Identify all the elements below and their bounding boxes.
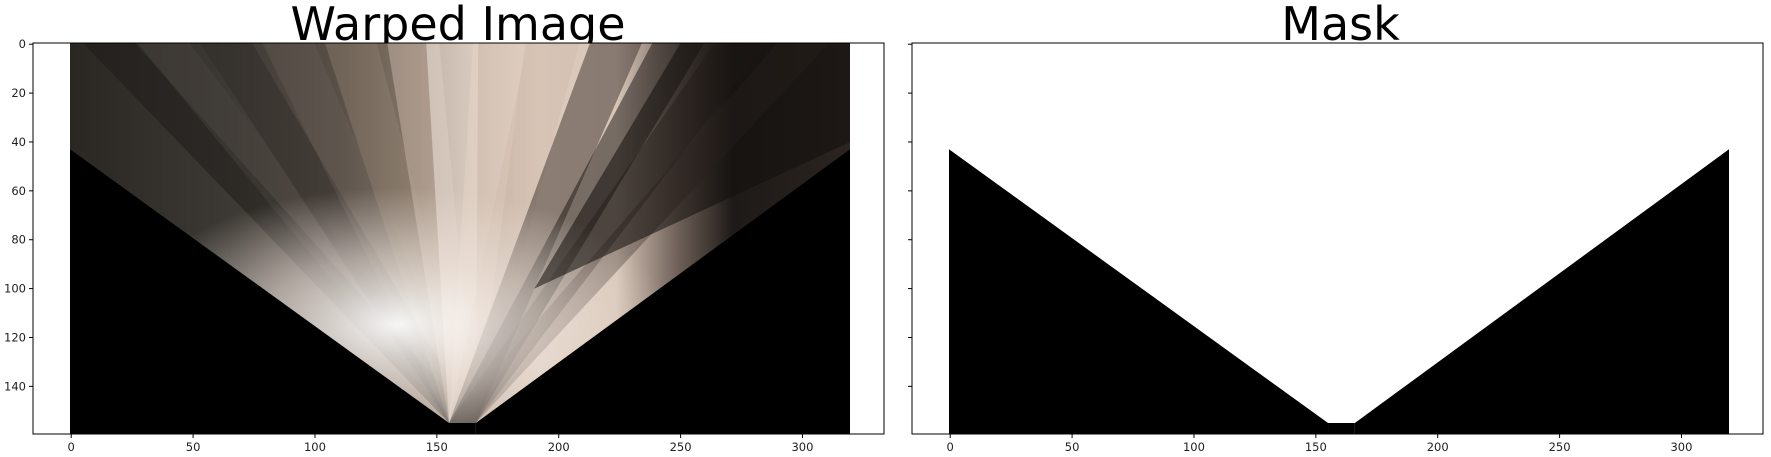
y-tick-label: 40 <box>11 135 26 149</box>
warped-image-x-ticks: 0 50 100 150 200 250 300 <box>68 434 813 454</box>
warped-image-black-right <box>475 149 850 434</box>
x-tick-label: 200 <box>1427 440 1449 454</box>
warped-image-frame <box>32 42 885 435</box>
x-tick-label: 0 <box>947 440 954 454</box>
y-tick-label: 140 <box>4 379 26 393</box>
mask-black-bottom <box>1328 423 1355 434</box>
mask-black-left <box>949 149 1329 434</box>
y-tick-label: 120 <box>4 330 26 344</box>
mask-title: Mask <box>1281 0 1400 51</box>
x-tick-label: 150 <box>1305 440 1327 454</box>
x-tick-label: 100 <box>1183 440 1205 454</box>
warped-image-dark-wedge <box>534 43 850 289</box>
x-tick-label: 250 <box>1549 440 1571 454</box>
mask-black-right <box>1354 149 1729 434</box>
y-tick-label: 80 <box>11 233 26 247</box>
x-tick-label: 150 <box>426 440 448 454</box>
mask-frame <box>911 42 1764 435</box>
x-tick-label: 50 <box>186 440 201 454</box>
warped-image-black-bottom <box>449 423 476 434</box>
y-tick-label: 0 <box>19 37 26 51</box>
mask-y-ticks <box>908 43 912 387</box>
x-tick-label: 250 <box>670 440 692 454</box>
x-tick-label: 0 <box>68 440 75 454</box>
x-tick-label: 200 <box>548 440 570 454</box>
mask-x-ticks: 0 50 100 150 200 250 300 <box>947 434 1692 454</box>
x-tick-label: 100 <box>304 440 326 454</box>
warped-image-axes: 0 50 100 150 200 250 300 0 20 40 60 80 100 120 140 <box>4 37 885 454</box>
x-tick-label: 50 <box>1065 440 1080 454</box>
y-tick-label: 20 <box>11 86 26 100</box>
x-tick-label: 300 <box>791 440 813 454</box>
y-tick-label: 60 <box>11 184 26 198</box>
warped-image-black-left <box>70 149 450 434</box>
warped-image-content <box>70 43 850 434</box>
y-tick-label: 100 <box>4 282 26 296</box>
warped-image-y-ticks: 0 20 40 60 80 100 120 140 <box>4 37 33 393</box>
warped-image-title: Warped Image <box>290 0 626 51</box>
mask-image <box>949 43 1729 434</box>
x-tick-label: 300 <box>1670 440 1692 454</box>
mask-axes: 0 50 100 150 200 250 300 <box>908 42 1764 454</box>
